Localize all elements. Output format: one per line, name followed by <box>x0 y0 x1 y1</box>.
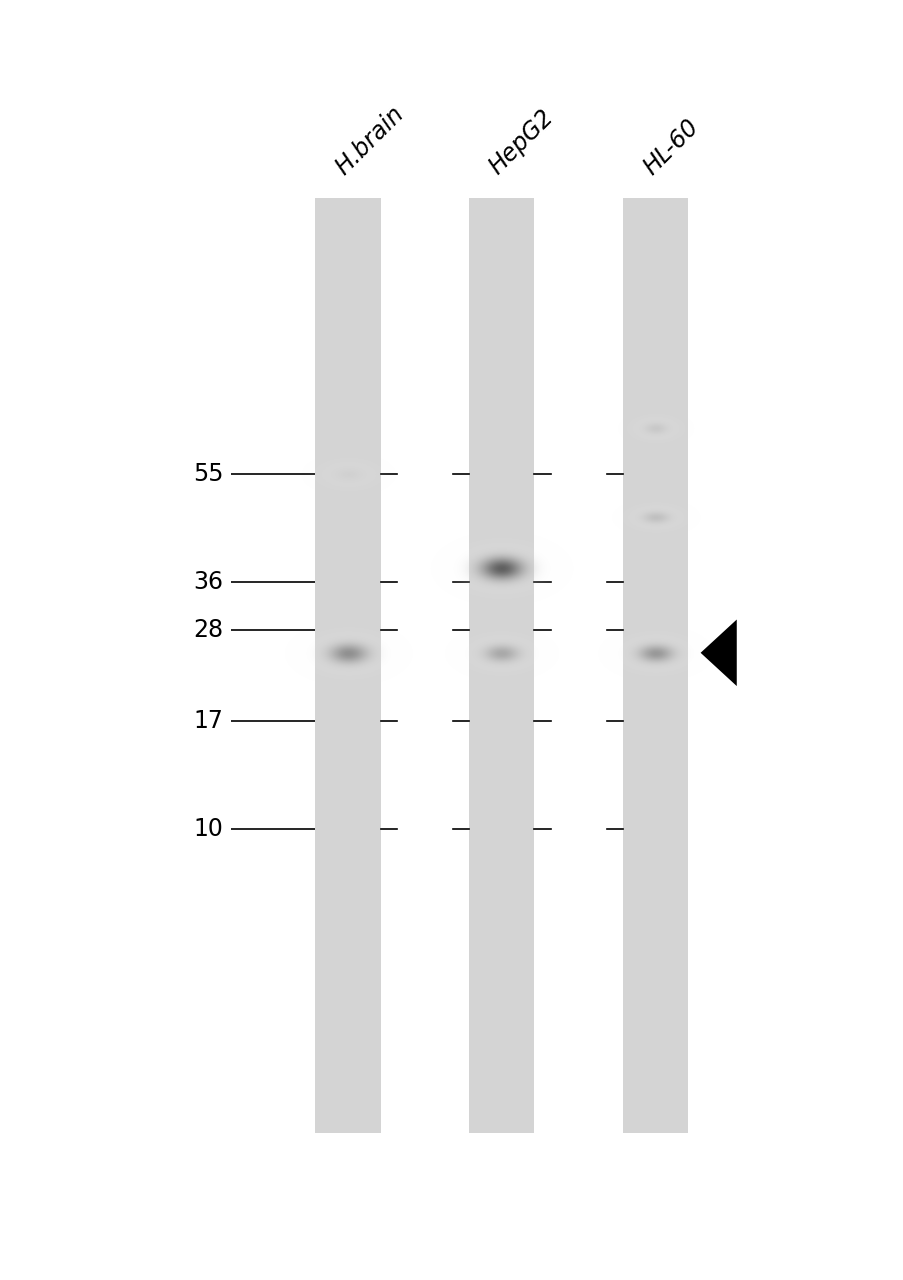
Text: 17: 17 <box>193 709 223 732</box>
Text: HL-60: HL-60 <box>638 114 703 179</box>
Text: 28: 28 <box>193 618 223 641</box>
Bar <box>622 198 687 1133</box>
Polygon shape <box>700 620 736 686</box>
Bar <box>315 198 380 1133</box>
Text: HepG2: HepG2 <box>484 105 558 179</box>
Text: 55: 55 <box>192 462 223 485</box>
Bar <box>469 198 534 1133</box>
Text: 36: 36 <box>193 571 223 594</box>
Text: 10: 10 <box>193 818 223 841</box>
Text: H.brain: H.brain <box>330 101 408 179</box>
